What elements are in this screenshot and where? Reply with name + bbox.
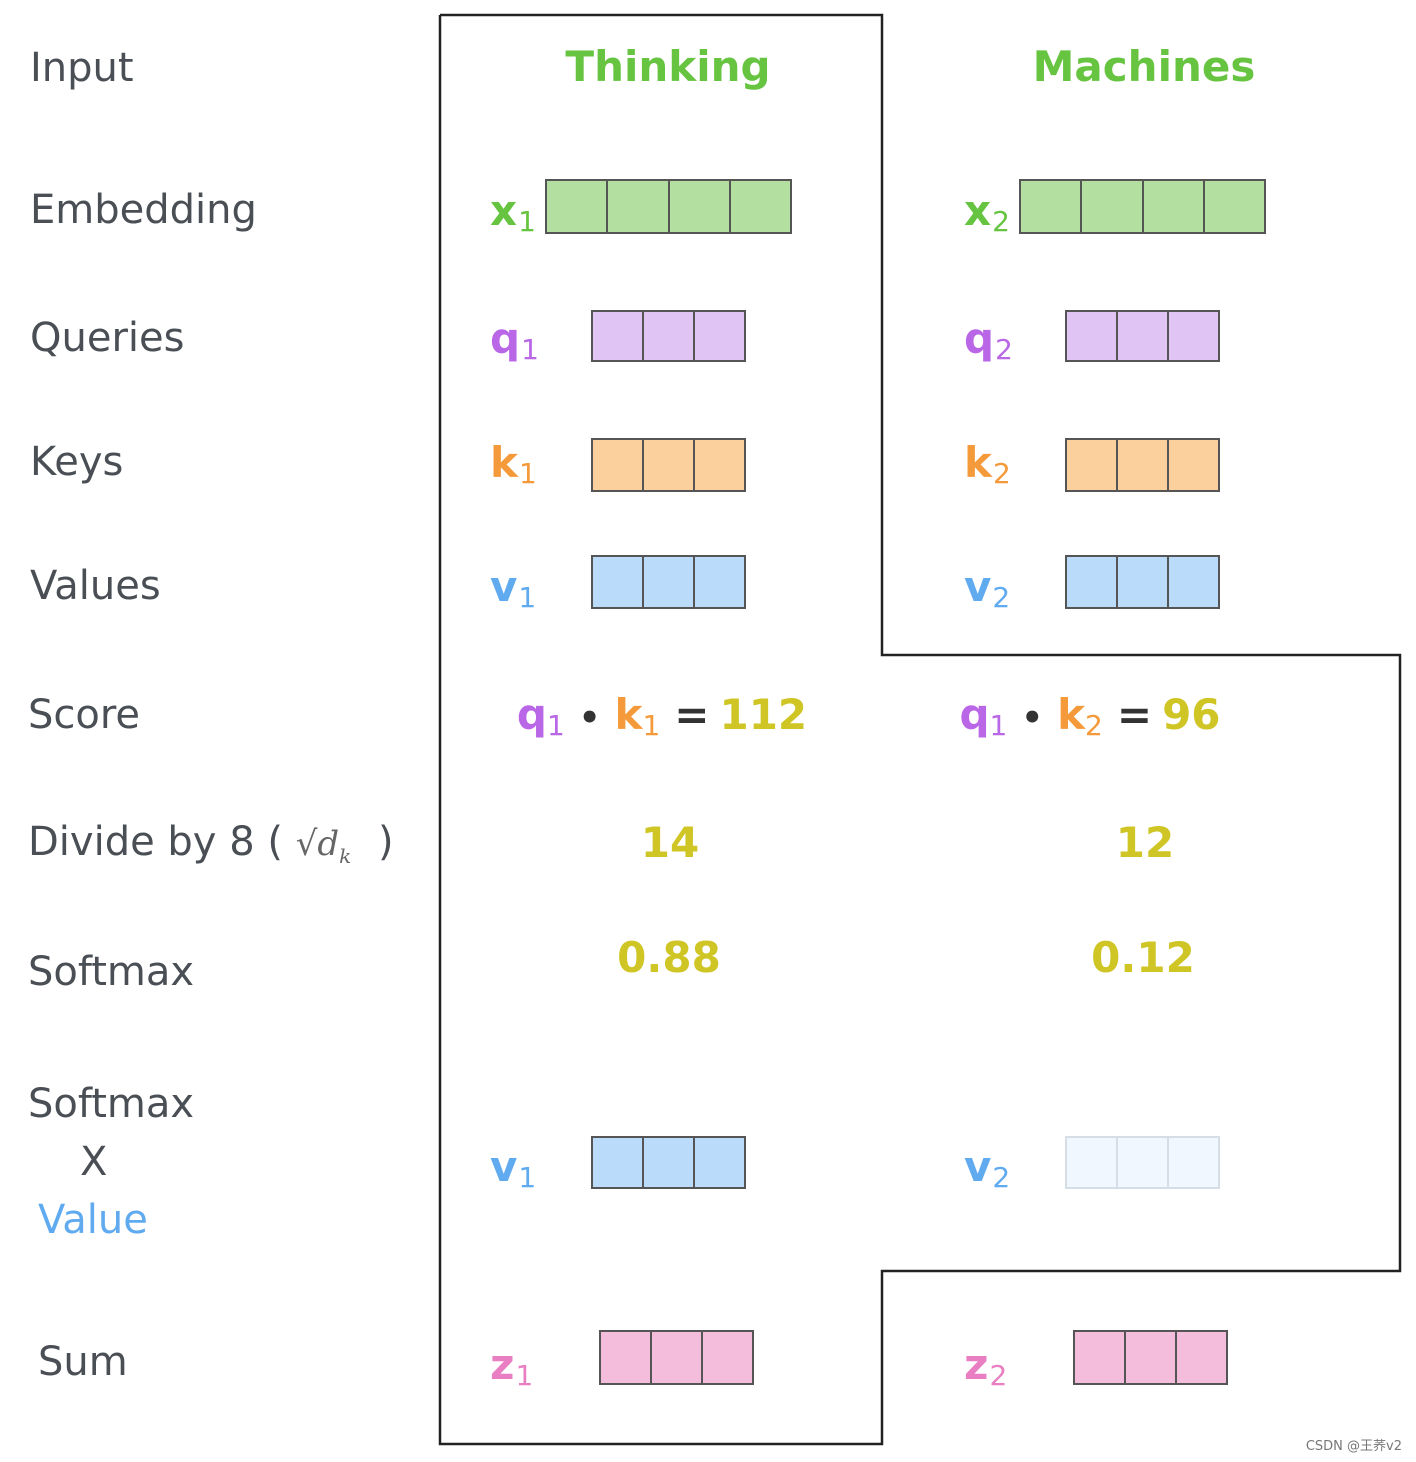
vector-cell — [1204, 181, 1264, 232]
column-title-machines: Machines — [1032, 42, 1256, 91]
vector-cell — [1126, 1332, 1177, 1383]
vector-cell — [593, 440, 644, 490]
k2-label: k2 — [964, 438, 1011, 490]
weighted-v1-vector — [591, 1136, 746, 1189]
k1-key-vector — [591, 438, 746, 492]
vector-cell — [601, 1332, 652, 1383]
softmax-2: 0.12 — [1091, 933, 1195, 982]
weighted-v2-vector — [1065, 1136, 1220, 1189]
vector-cell — [1075, 1332, 1126, 1383]
vector-cell — [695, 557, 744, 607]
v2-value-vector — [1065, 555, 1220, 609]
vector-cell — [1118, 440, 1169, 490]
row-label-softmax-x-value-line1: Softmax — [28, 1081, 195, 1127]
row-label-values: Values — [30, 563, 161, 609]
column-title-thinking: Thinking — [565, 42, 771, 91]
q1-query-vector — [591, 310, 746, 362]
row-label-embedding: Embedding — [30, 187, 257, 233]
vector-cell — [669, 181, 731, 232]
vector-cell — [644, 557, 695, 607]
q1-label: q1 — [490, 314, 539, 366]
z2-label: z2 — [964, 1340, 1008, 1392]
row-label-softmax-x-value-line3: Value — [38, 1197, 148, 1243]
row-label-queries: Queries — [30, 315, 185, 361]
vector-cell — [1169, 1138, 1218, 1187]
score-2: q1 • k2 = 96 — [959, 690, 1221, 742]
vector-cell — [1169, 440, 1218, 490]
vector-cell — [593, 312, 644, 360]
vector-cell — [1118, 312, 1169, 360]
x1-embedding-vector — [545, 179, 792, 234]
v1-value-vector — [591, 555, 746, 609]
k2-key-vector — [1065, 438, 1220, 492]
vector-cell — [1143, 181, 1205, 232]
vector-cell — [547, 181, 609, 232]
sqrt-dk-formula: √dk — [295, 824, 352, 868]
x2-label: x2 — [964, 186, 1010, 238]
z2-output-vector — [1073, 1330, 1228, 1385]
vector-cell — [652, 1332, 703, 1383]
v2-label: v2 — [964, 562, 1011, 614]
k1-label: k1 — [490, 438, 537, 490]
row-label-softmax-x-value-line2: X — [80, 1139, 108, 1185]
vector-cell — [1067, 557, 1118, 607]
divided-score-1: 14 — [640, 818, 700, 867]
vector-cell — [695, 312, 744, 360]
divide-prefix: Divide by 8 ( — [28, 819, 283, 865]
z1-label: z1 — [490, 1340, 534, 1392]
vector-cell — [730, 181, 790, 232]
row-label-score: Score — [28, 692, 141, 738]
vector-cell — [1067, 1138, 1118, 1187]
vector-cell — [1169, 557, 1218, 607]
vector-cell — [1177, 1332, 1226, 1383]
vector-cell — [695, 440, 744, 490]
vector-cell — [593, 557, 644, 607]
vector-cell — [695, 1138, 744, 1187]
vector-cell — [1067, 312, 1118, 360]
z1-output-vector — [599, 1330, 754, 1385]
q2-label: q2 — [964, 314, 1013, 366]
watermark: CSDN @王荞v2 — [1305, 1439, 1402, 1454]
divide-suffix: ) — [377, 819, 394, 865]
vector-cell — [593, 1138, 644, 1187]
weighted-v1-label: v1 — [490, 1142, 537, 1194]
vector-cell — [1082, 181, 1144, 232]
vector-cell — [644, 312, 695, 360]
vector-cell — [703, 1332, 752, 1383]
divided-score-2: 12 — [1115, 818, 1175, 867]
row-label-sum: Sum — [38, 1339, 128, 1385]
vector-cell — [644, 1138, 695, 1187]
x1-label: x1 — [490, 186, 536, 238]
vector-cell — [1021, 181, 1083, 232]
vector-cell — [1067, 440, 1118, 490]
vector-cell — [608, 181, 670, 232]
vector-cell — [644, 440, 695, 490]
softmax-1: 0.88 — [617, 933, 721, 982]
row-label-input: Input — [30, 45, 134, 91]
vector-cell — [1169, 312, 1218, 360]
score-1: q1 • k1 = 112 — [516, 690, 808, 742]
row-label-divide: Divide by 8 ( √dk ) — [28, 822, 394, 866]
x2-embedding-vector — [1019, 179, 1266, 234]
v1-label: v1 — [490, 562, 537, 614]
vector-cell — [1118, 557, 1169, 607]
row-label-softmax: Softmax — [28, 949, 195, 995]
vector-cell — [1118, 1138, 1169, 1187]
weighted-v2-label: v2 — [964, 1142, 1011, 1194]
q2-query-vector — [1065, 310, 1220, 362]
row-label-keys: Keys — [30, 439, 124, 485]
